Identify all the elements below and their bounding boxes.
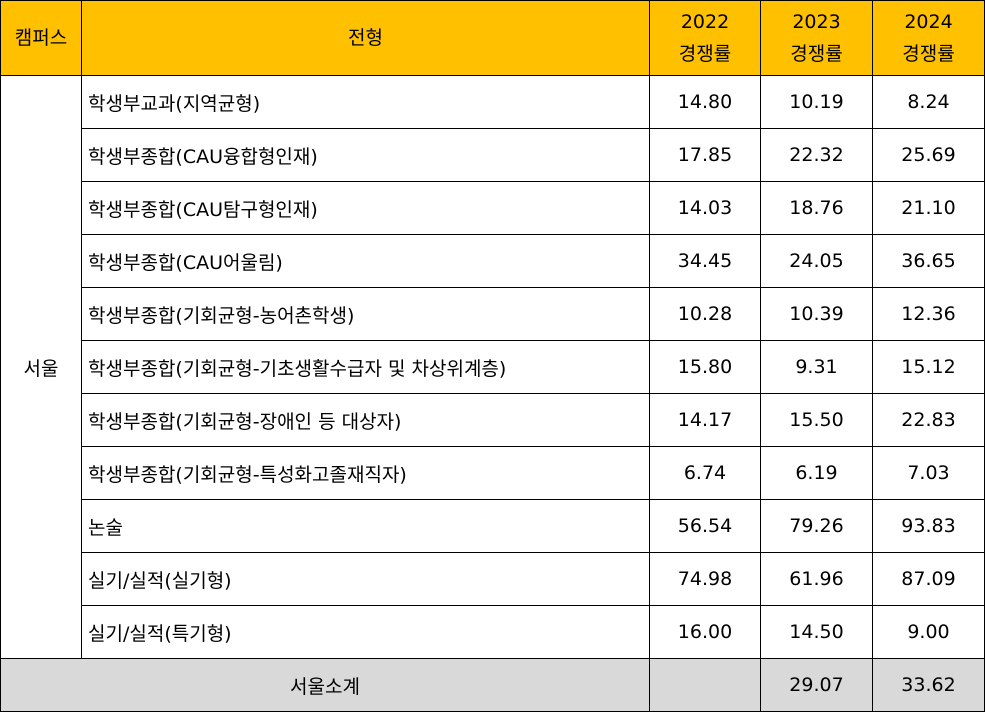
- header-campus: 캠퍼스: [0, 0, 82, 76]
- subtotal-2024: 33.62: [872, 658, 985, 712]
- table-row: 실기/실적(특기형) 16.00 14.50 9.00: [1, 605, 985, 659]
- header-year-label: 2023: [792, 11, 841, 33]
- header-year-2024: 2024 경쟁률: [872, 0, 985, 76]
- rate-2022: 14.80: [649, 75, 761, 129]
- table-row: 학생부종합(기회균형-장애인 등 대상자) 14.17 15.50 22.83: [1, 393, 985, 447]
- admission-type: 실기/실적(실기형): [81, 552, 650, 606]
- rate-2023: 18.76: [760, 181, 873, 235]
- table-row: 학생부종합(기회균형-농어촌학생) 10.28 10.39 12.36: [1, 287, 985, 341]
- subtotal-row: 서울소계 29.07 33.62: [0, 658, 985, 712]
- rate-2023: 24.05: [760, 234, 873, 288]
- admission-type: 학생부교과(지역균형): [81, 75, 650, 129]
- table-row: 학생부종합(기회균형-특성화고졸재직자) 6.74 6.19 7.03: [1, 446, 985, 500]
- table-row: 논술 56.54 79.26 93.83: [1, 499, 985, 553]
- rate-2023: 10.19: [760, 75, 873, 129]
- rate-2024: 21.10: [872, 181, 985, 235]
- rate-2024: 12.36: [872, 287, 985, 341]
- admission-type: 논술: [81, 499, 650, 553]
- rate-2024: 15.12: [872, 340, 985, 394]
- rate-2023: 9.31: [760, 340, 873, 394]
- header-year-2023: 2023 경쟁률: [760, 0, 873, 76]
- admission-type: 실기/실적(특기형): [81, 605, 650, 659]
- rate-2022: 14.17: [649, 393, 761, 447]
- rate-2024: 25.69: [872, 128, 985, 182]
- admission-type: 학생부종합(기회균형-농어촌학생): [81, 287, 650, 341]
- table-row: 실기/실적(실기형) 74.98 61.96 87.09: [1, 552, 985, 606]
- header-rate-label: 경쟁률: [790, 43, 843, 65]
- admission-type: 학생부종합(CAU어울림): [81, 234, 650, 288]
- admission-type: 학생부종합(기회균형-장애인 등 대상자): [81, 393, 650, 447]
- rate-2022: 74.98: [649, 552, 761, 606]
- table-row: 학생부종합(기회균형-기초생활수급자 및 차상위계층) 15.80 9.31 1…: [1, 340, 985, 394]
- rate-2022: 6.74: [649, 446, 761, 500]
- header-year-2022: 2022 경쟁률: [649, 0, 761, 76]
- rate-2024: 36.65: [872, 234, 985, 288]
- rate-2022: 17.85: [649, 128, 761, 182]
- rate-2024: 8.24: [872, 75, 985, 129]
- header-rate-label: 경쟁률: [678, 43, 732, 65]
- rate-2024: 9.00: [872, 605, 985, 659]
- header-type: 전형: [81, 0, 650, 76]
- rate-2023: 22.32: [760, 128, 873, 182]
- rate-2023: 15.50: [760, 393, 873, 447]
- rate-2022: 14.03: [649, 181, 761, 235]
- subtotal-2023: 29.07: [760, 658, 873, 712]
- rate-2022: 15.80: [649, 340, 761, 394]
- rate-2023: 79.26: [760, 499, 873, 553]
- rate-2022: 34.45: [649, 234, 761, 288]
- admission-type: 학생부종합(기회균형-기초생활수급자 및 차상위계층): [81, 340, 650, 394]
- rate-2022: 56.54: [649, 499, 761, 553]
- rate-2024: 22.83: [872, 393, 985, 447]
- header-year-label: 2024: [904, 11, 953, 33]
- rate-2023: 61.96: [760, 552, 873, 606]
- admission-type: 학생부종합(CAU융합형인재): [81, 128, 650, 182]
- admission-type: 학생부종합(CAU탐구형인재): [81, 181, 650, 235]
- campus-cell: 서울: [0, 75, 82, 659]
- table-row: 학생부종합(CAU어울림) 34.45 24.05 36.65: [1, 234, 985, 288]
- rate-2023: 10.39: [760, 287, 873, 341]
- rate-2024: 93.83: [872, 499, 985, 553]
- rate-2023: 14.50: [760, 605, 873, 659]
- header-year-label: 2022: [680, 11, 730, 33]
- admission-type: 학생부종합(기회균형-특성화고졸재직자): [81, 446, 650, 500]
- header-row: 캠퍼스 전형 2022 경쟁률 2023 경쟁률 2024 경쟁률: [0, 0, 985, 76]
- table-row: 서울 학생부교과(지역균형) 14.80 10.19 8.24: [0, 75, 985, 659]
- rate-2024: 87.09: [872, 552, 985, 606]
- subtotal-label: 서울소계: [0, 658, 650, 712]
- header-rate-label: 경쟁률: [902, 43, 955, 65]
- rate-2022: 10.28: [649, 287, 761, 341]
- rate-2024: 7.03: [872, 446, 985, 500]
- rate-2022: 16.00: [649, 605, 761, 659]
- subtotal-2022: [649, 658, 761, 712]
- table-row: 학생부종합(CAU융합형인재) 17.85 22.32 25.69: [1, 128, 985, 182]
- rate-2023: 6.19: [760, 446, 873, 500]
- table-row: 학생부종합(CAU탐구형인재) 14.03 18.76 21.10: [1, 181, 985, 235]
